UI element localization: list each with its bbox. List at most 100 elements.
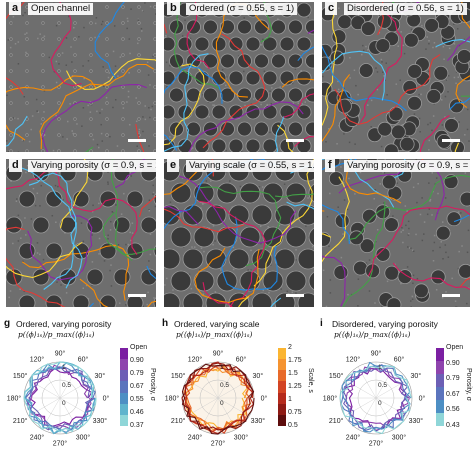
obstacle-circle — [433, 65, 449, 81]
obstacle-circle — [164, 104, 176, 120]
obstacle-circle — [9, 85, 13, 89]
plot-subtitle: p(⟨ϕ⟩₁ₛ)/p_max(⟨ϕ⟩₁ₛ) — [18, 330, 95, 339]
obstacle-circle — [194, 104, 210, 120]
radial-tick-label: 1 — [378, 364, 382, 371]
angle-tick-label: 300° — [234, 433, 249, 441]
obstacle-circle — [153, 37, 156, 41]
obstacle-circle — [18, 190, 36, 208]
obstacle-circle — [113, 268, 131, 286]
obstacle-circle — [121, 53, 125, 57]
obstacle-circle — [153, 245, 156, 257]
obstacle-circle — [137, 5, 141, 9]
colorbar-swatch — [436, 387, 444, 400]
obstacle-circle — [262, 104, 278, 120]
obstacle-circle — [25, 69, 29, 73]
scale-bar — [442, 139, 460, 142]
trajectory-line — [322, 74, 351, 142]
trajectory-line — [42, 84, 147, 152]
angle-tick-label: 180° — [323, 395, 338, 403]
polar-series-line — [181, 363, 255, 435]
colorbar-swatch — [120, 370, 128, 382]
trajectory-line — [94, 2, 125, 80]
trajectory-line — [164, 205, 199, 225]
angle-tick-label: 60° — [394, 356, 405, 364]
obstacle-circle — [203, 87, 218, 103]
panel-label: a — [9, 2, 22, 15]
obstacle-circle — [9, 21, 13, 25]
obstacle-circle — [399, 136, 415, 152]
colorbar-swatch — [120, 359, 128, 371]
trajectory-line — [277, 124, 294, 152]
angle-tick-label: 210° — [171, 417, 186, 425]
micrograph-a — [6, 2, 156, 152]
obstacle-circle — [89, 85, 93, 89]
obstacle-circle — [237, 87, 252, 103]
obstacle-circle — [73, 117, 77, 121]
obstacle-circle — [126, 190, 144, 208]
trajectory-line — [39, 63, 154, 150]
obstacle-circle — [137, 37, 141, 41]
colorbar-swatch — [436, 361, 444, 374]
plot-title: Ordered, varying porosity — [16, 319, 112, 329]
colorbar-swatch — [278, 381, 286, 393]
obstacle-circle — [25, 101, 29, 105]
obstacle-circle — [331, 29, 347, 45]
obstacle-circle — [73, 133, 77, 137]
angle-tick-label: 180° — [165, 395, 180, 403]
obstacle-circle — [153, 5, 156, 9]
micrograph-f — [322, 159, 470, 307]
obstacle-circle — [386, 297, 402, 307]
panel-label: h — [162, 318, 169, 329]
obstacle-circle — [41, 149, 45, 152]
angle-tick-label: 90° — [371, 350, 382, 358]
obstacle-circle — [57, 37, 61, 41]
trajectory-line — [455, 2, 470, 108]
obstacle-circle — [105, 149, 109, 152]
obstacle-circle — [305, 19, 314, 35]
obstacle-circle — [9, 117, 13, 121]
trajectory-line — [164, 208, 245, 233]
colorbar-tick-label: 0.46 — [130, 409, 144, 416]
micrograph-c — [322, 2, 470, 152]
obstacle-circle — [57, 149, 61, 152]
radial-tick-label: 0.5 — [62, 382, 71, 389]
obstacle-circle — [153, 101, 156, 105]
obstacle-circle — [153, 297, 156, 307]
obstacle-circle — [89, 149, 93, 152]
angle-tick-label: 90° — [55, 350, 66, 358]
polar-series-line — [181, 362, 255, 431]
obstacle-circle — [9, 37, 13, 41]
obstacle-circle — [89, 117, 93, 121]
obstacle-circle — [435, 225, 451, 241]
obstacle-circle — [245, 138, 261, 152]
polar-series-line — [184, 361, 255, 435]
obstacle-circle — [193, 270, 215, 292]
obstacle-circle — [105, 133, 109, 137]
obstacle-circle — [220, 19, 235, 35]
obstacle-circle — [271, 53, 286, 69]
obstacle-circle — [41, 69, 45, 73]
obstacle-circle — [105, 117, 109, 121]
colorbar-tick-label: 1.75 — [288, 357, 302, 364]
obstacle-circle — [121, 117, 125, 121]
angle-tick-label: 60° — [78, 356, 89, 364]
obstacle-circle — [177, 104, 193, 120]
obstacle-circle — [137, 53, 141, 57]
obstacle-circle — [121, 37, 125, 41]
trajectory-line — [322, 159, 358, 244]
angle-tick-label: 240° — [188, 433, 203, 441]
obstacle-circle — [57, 21, 61, 25]
radial-tick-label: 0.5 — [220, 382, 229, 389]
obstacle-circle — [41, 21, 45, 25]
angle-tick-label: 210° — [13, 417, 28, 425]
colorbar-swatch — [278, 359, 286, 371]
obstacle-circle — [305, 53, 314, 69]
obstacle-circle — [228, 138, 244, 152]
obstacle-circle — [377, 121, 393, 137]
polar-series-line — [28, 367, 93, 428]
trajectory-line — [79, 278, 156, 307]
obstacle-circle — [194, 36, 210, 52]
obstacle-circle — [86, 216, 104, 234]
obstacle-circle — [279, 36, 295, 52]
obstacle-circle — [360, 21, 376, 36]
